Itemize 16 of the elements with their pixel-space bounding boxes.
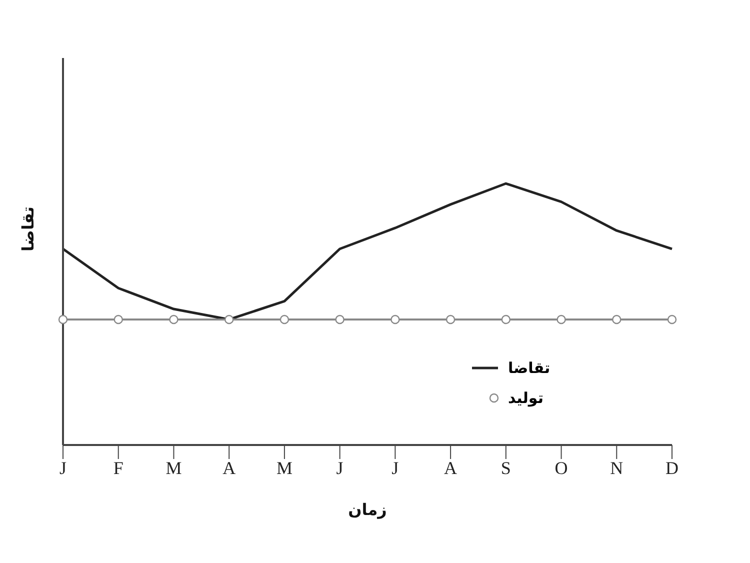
x-tick-label: S <box>500 458 511 478</box>
x-tick-label: N <box>610 458 624 478</box>
legend-label: تولید <box>508 389 544 407</box>
legend-label: تقاضا <box>508 359 550 377</box>
x-tick-label: J <box>59 458 67 478</box>
x-tick-label: M <box>276 458 292 478</box>
x-tick-label: M <box>166 458 182 478</box>
x-axis-title: زمان <box>348 500 387 519</box>
x-tick-label: O <box>554 458 568 478</box>
x-tick-label: J <box>336 458 344 478</box>
x-tick-label: A <box>222 458 236 478</box>
x-tick-label: D <box>666 458 678 478</box>
x-tick-label: J <box>392 458 399 478</box>
x-tick-label: A <box>444 458 458 478</box>
x-tick-label: F <box>113 458 124 478</box>
y-axis-title: تقاضا <box>18 206 38 252</box>
